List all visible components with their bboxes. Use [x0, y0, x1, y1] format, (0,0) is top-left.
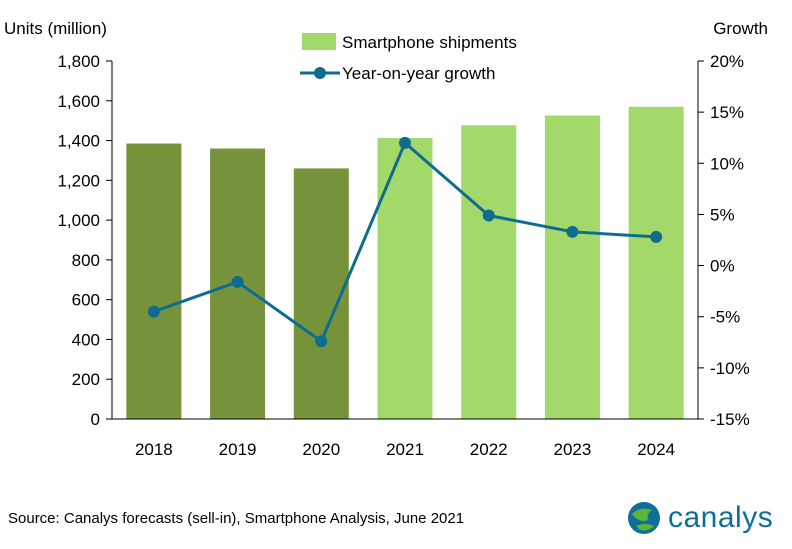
y-right-tick-label: 10%: [710, 154, 744, 173]
y-right-tick-label: 0%: [710, 257, 735, 276]
legend-label-shipments: Smartphone shipments: [342, 33, 517, 52]
growth-point-2021: [399, 136, 411, 149]
growth-point-2023: [566, 225, 579, 238]
x-tick-label-2020: 2020: [302, 440, 340, 459]
legend-swatch-shipments: [302, 33, 336, 50]
y-left-tick-label: 1,800: [57, 52, 100, 71]
x-tick-label-2021: 2021: [386, 440, 424, 459]
y-left-tick-label: 200: [72, 370, 100, 389]
x-tick-label-2019: 2019: [219, 440, 257, 459]
x-tick-label-2022: 2022: [470, 440, 508, 459]
growth-point-2022: [482, 209, 495, 222]
source-note: Source: Canalys forecasts (sell-in), Sma…: [8, 510, 465, 527]
y-right-tick-label: 5%: [710, 205, 735, 224]
y-left-tick-label: 800: [72, 251, 100, 270]
canalys-logo: canalys: [626, 498, 773, 538]
y-right-tick-label: 20%: [710, 52, 744, 71]
y-right-tick-label: -15%: [710, 410, 750, 429]
bar-2023: [544, 115, 600, 420]
growth-point-2019: [231, 275, 244, 288]
growth-point-2024: [650, 230, 663, 243]
bar-2021: [377, 137, 433, 419]
growth-point-2018: [147, 305, 160, 318]
y-left-tick-label: 1,200: [57, 171, 100, 190]
y-axis-left-title: Units (million): [4, 19, 107, 38]
bar-2024: [628, 106, 684, 419]
y-left-tick-label: 600: [72, 291, 100, 310]
x-tick-label-2018: 2018: [135, 440, 173, 459]
legend: Smartphone shipments Year-on-year growth: [300, 33, 517, 83]
x-tick-label-2024: 2024: [637, 440, 675, 459]
y-left-tick-label: 1,600: [57, 92, 100, 111]
y-right-tick-label: 15%: [710, 103, 744, 122]
globe-icon: [628, 502, 660, 534]
y-right-tick-label: -5%: [710, 308, 740, 327]
legend-label-growth: Year-on-year growth: [342, 64, 495, 83]
x-tick-label-2023: 2023: [554, 440, 592, 459]
y-left-tick-label: 0: [91, 410, 100, 429]
bar-2022: [461, 125, 517, 419]
y-right-tick-label: -10%: [710, 359, 750, 378]
growth-point-2020: [315, 335, 328, 348]
chart: 0 200 400 600 800 1,000 1,200 1,400 1,600 1,800 -1…: [4, 19, 768, 459]
legend-swatch-growth-marker: [314, 67, 326, 79]
y-left-tick-label: 400: [72, 330, 100, 349]
bar-2020: [293, 168, 349, 419]
logo-text: canalys: [668, 501, 774, 534]
y-left-tick-label: 1,400: [57, 132, 100, 151]
y-left-tick-label: 1,000: [57, 211, 100, 230]
y-axis-right-title: Growth: [713, 19, 768, 38]
bar-2018: [126, 143, 182, 420]
